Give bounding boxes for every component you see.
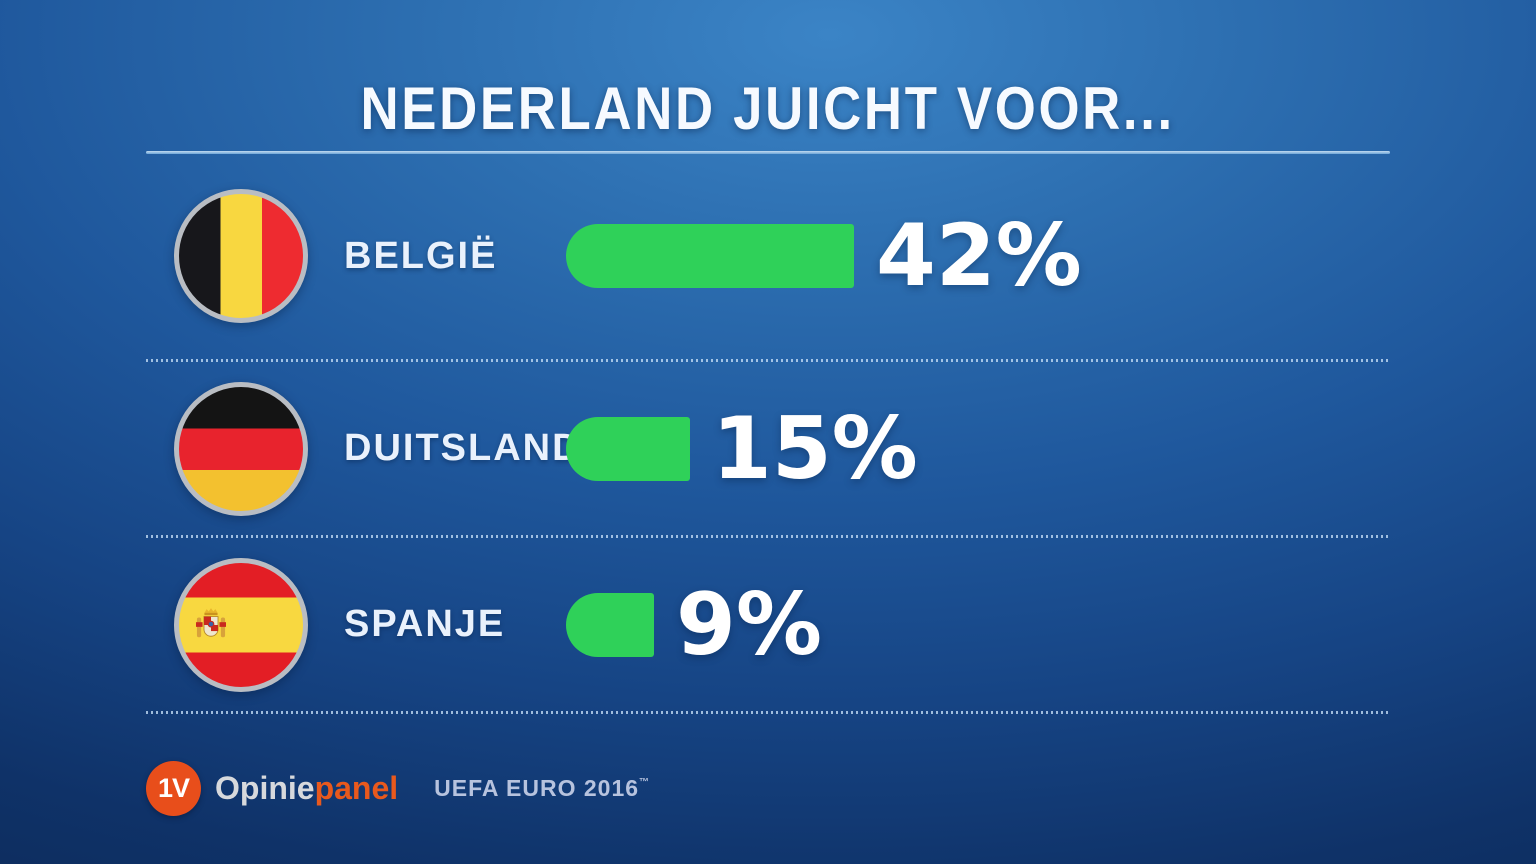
- value-label: 9%: [676, 574, 823, 675]
- brand-second: panel: [314, 770, 399, 806]
- bar-spanje: [566, 592, 654, 657]
- bar-belgie: [566, 224, 854, 288]
- title-underline: [146, 151, 1390, 154]
- bar-chart: BELGIË 42% DUITSLAND 15% SPANJE: [146, 153, 1390, 714]
- spain-flag-icon: [174, 557, 308, 692]
- row-separator: [146, 535, 1390, 538]
- logo-text: 1V: [157, 773, 190, 803]
- brand-name: Opiniepanel: [215, 770, 398, 807]
- footer: 1V Opiniepanel UEFA EURO 2016™: [146, 761, 650, 816]
- brand-first: Opinie: [215, 770, 315, 806]
- germany-flag-icon: [174, 381, 308, 516]
- chart-row-duitsland: DUITSLAND 15%: [146, 362, 1390, 535]
- country-label: BELGIË: [344, 234, 498, 277]
- country-label: DUITSLAND: [344, 427, 582, 469]
- spain-coat-of-arms-icon: [196, 607, 226, 637]
- opiniepanel-logo-icon: 1V: [146, 761, 201, 816]
- value-label: 42%: [876, 206, 1082, 306]
- chart-row-belgie: BELGIË 42%: [146, 153, 1390, 359]
- bar-duitsland: [566, 416, 690, 481]
- row-separator: [146, 359, 1390, 362]
- chart-row-spanje: SPANJE 9%: [146, 538, 1390, 711]
- event-label-text: UEFA EURO 2016: [434, 775, 640, 801]
- value-label: 15%: [712, 398, 918, 499]
- row-separator: [146, 711, 1390, 714]
- chart-header: NEDERLAND JUICHT VOOR...: [146, 74, 1390, 143]
- trademark-symbol: ™: [639, 777, 651, 788]
- country-label: SPANJE: [344, 603, 506, 645]
- page-title: NEDERLAND JUICHT VOOR...: [360, 75, 1176, 142]
- event-label: UEFA EURO 2016™: [434, 775, 650, 802]
- belgium-flag-icon: [174, 189, 308, 323]
